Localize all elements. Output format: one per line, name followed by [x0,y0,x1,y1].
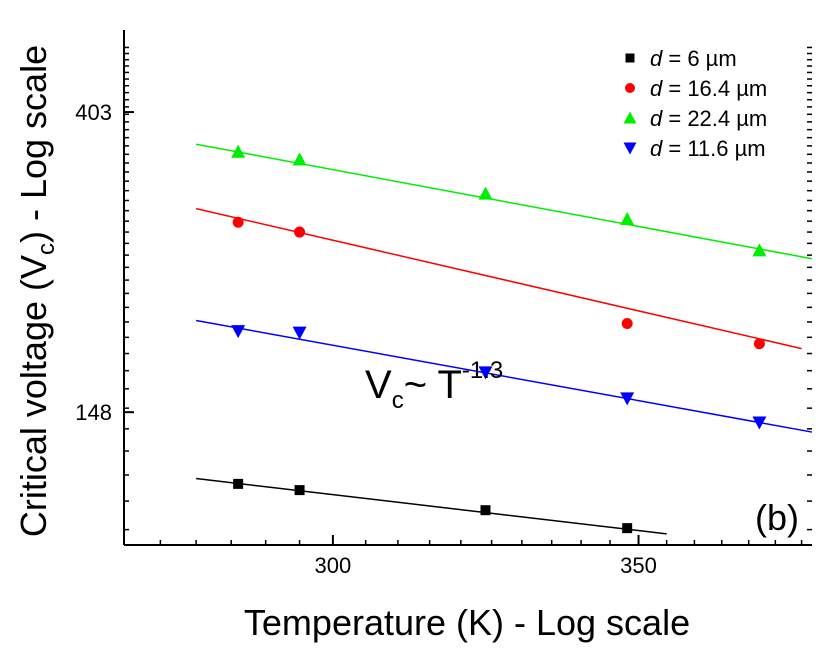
y-axis-title-prefix: Critical voltage (V [13,255,54,537]
data-point-triangle-up [292,152,307,166]
legend-label-value: = 11.6 µm [662,136,765,161]
x-tick-label: 300 [315,553,352,578]
data-point-square [625,53,635,63]
data-point-circle [625,83,635,93]
legend: d = 6 µmd = 16.4 µmd = 22.4 µmd = 11.6 µ… [623,46,767,161]
data-point-square [294,485,305,496]
legend-label: d = 16.4 µm [650,76,767,101]
data-point-triangle-up [231,144,246,158]
annotation-v: V [365,363,392,407]
annotation-exponent: -1.3 [462,357,503,384]
data-point-triangle-down [623,142,637,155]
data-point-circle [621,317,633,329]
data-point-circle [753,338,765,350]
x-axis-title: Temperature (K) - Log scale [244,602,690,643]
y-tick-labels: 148 403 [75,100,112,425]
data-point-triangle-down [292,326,307,340]
data-point-triangle-up [752,243,767,257]
legend-label-variable: d [650,76,663,101]
legend-label-value: = 6 µm [662,46,736,71]
legend-label-variable: d [650,106,663,131]
data-point-square [480,505,491,516]
plot-frame [123,30,812,546]
panel-label: (b) [755,497,799,538]
y-axis-title-subscript: c [33,243,60,255]
data-point-triangle-down [752,416,767,430]
power-law-annotation: Vc~ T-1.3 [365,357,503,414]
legend-label: d = 22.4 µm [650,106,767,131]
y-tick-label: 403 [75,100,112,125]
data-point-triangle-up [620,212,635,226]
data-point-circle [294,226,306,238]
legend-label: d = 6 µm [650,46,737,71]
data-point-triangle-up [478,186,493,200]
data-point-square [233,478,244,489]
y-axis-title-suffix: ) - Log scale [13,45,54,243]
data-point-triangle-up [623,111,637,124]
x-tick-label: 350 [620,553,657,578]
legend-label-variable: d [650,136,663,161]
y-tick-label: 148 [75,400,112,425]
fit-line-series-2 [195,207,802,350]
y-axis-title: Critical voltage (Vc) - Log scale [13,45,60,537]
data-point-triangle-down [231,325,246,339]
data-point-circle [232,216,244,228]
legend-label: d = 11.6 µm [650,136,766,161]
data-point-square [622,523,633,534]
fit-line-series-4 [195,319,813,433]
legend-label-variable: d [650,46,663,71]
fit-line-series-1 [196,477,667,535]
legend-label-value: = 22.4 µm [662,106,767,131]
annotation-t: ~ T [404,363,462,407]
fit-line-series-3 [195,143,813,260]
fit-lines [195,143,813,535]
annotation-subscript: c [392,387,404,414]
data-markers [231,144,767,534]
data-point-triangle-down [620,392,635,406]
legend-label-value: = 16.4 µm [662,76,767,101]
data-point-triangle-down [478,366,493,380]
x-tick-labels: 300 350 [315,553,657,578]
